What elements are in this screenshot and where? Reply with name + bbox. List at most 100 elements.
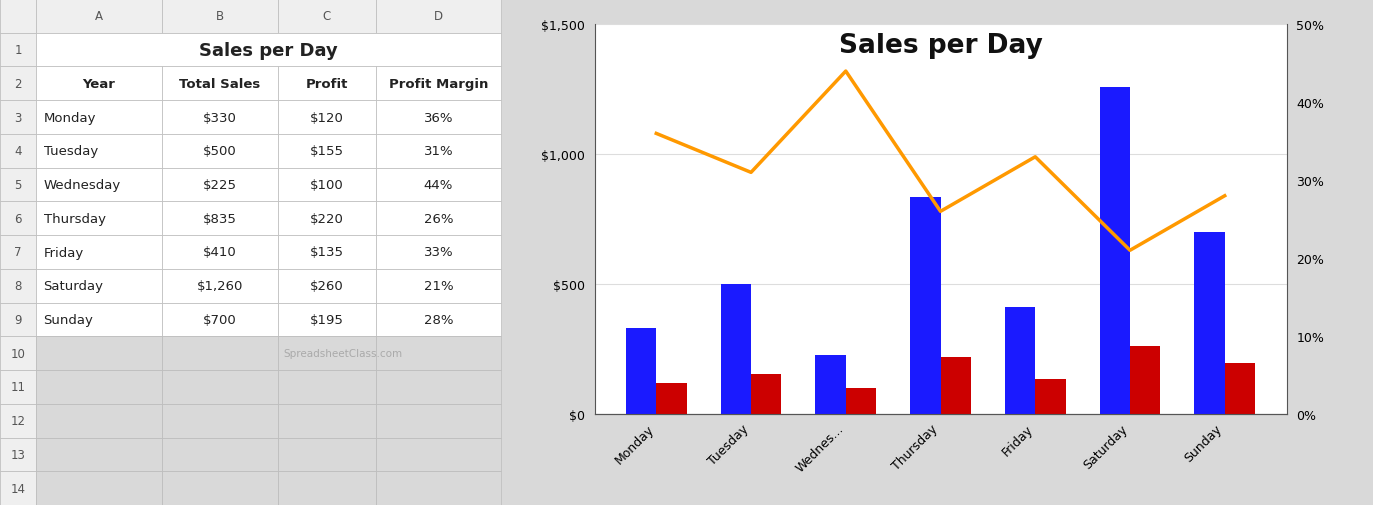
Text: 11: 11 bbox=[11, 381, 26, 394]
Text: 31%: 31% bbox=[423, 145, 453, 158]
Bar bbox=[1005, 308, 1035, 414]
Text: 14: 14 bbox=[11, 482, 26, 495]
Bar bbox=[1100, 87, 1130, 414]
Bar bbox=[376, 438, 501, 471]
Text: 21%: 21% bbox=[423, 280, 453, 293]
Bar bbox=[162, 236, 277, 269]
Bar bbox=[816, 356, 846, 414]
Bar bbox=[0, 101, 36, 135]
Bar bbox=[36, 438, 162, 471]
Text: 3: 3 bbox=[14, 111, 22, 124]
Text: Saturday: Saturday bbox=[44, 280, 103, 293]
Text: Sales per Day: Sales per Day bbox=[199, 41, 338, 60]
Text: $330: $330 bbox=[203, 111, 236, 124]
Text: $1,260: $1,260 bbox=[196, 280, 243, 293]
Text: $100: $100 bbox=[310, 179, 343, 192]
Bar bbox=[277, 168, 376, 202]
Bar bbox=[36, 337, 162, 370]
Text: Profit: Profit bbox=[306, 78, 347, 91]
Bar bbox=[1225, 364, 1255, 414]
Bar bbox=[36, 471, 162, 505]
Bar bbox=[376, 202, 501, 236]
Text: $135: $135 bbox=[310, 246, 343, 259]
Bar bbox=[0, 34, 36, 67]
Text: Monday: Monday bbox=[44, 111, 96, 124]
Bar bbox=[751, 374, 781, 414]
Bar bbox=[36, 34, 501, 67]
Bar bbox=[0, 404, 36, 438]
Bar bbox=[0, 168, 36, 202]
Bar bbox=[277, 337, 376, 370]
Bar bbox=[1035, 379, 1065, 414]
Bar bbox=[162, 438, 277, 471]
Text: Total Sales: Total Sales bbox=[178, 78, 261, 91]
Bar bbox=[162, 0, 277, 34]
Text: C: C bbox=[323, 10, 331, 23]
Bar bbox=[0, 202, 36, 236]
Text: 8: 8 bbox=[14, 280, 22, 293]
Bar bbox=[656, 383, 686, 414]
Bar bbox=[1195, 233, 1225, 414]
Bar bbox=[162, 34, 277, 67]
Bar bbox=[910, 197, 941, 414]
Text: 44%: 44% bbox=[424, 179, 453, 192]
Text: 6: 6 bbox=[14, 212, 22, 225]
Bar bbox=[376, 101, 501, 135]
Bar bbox=[846, 388, 876, 414]
Bar bbox=[376, 370, 501, 404]
Bar bbox=[162, 404, 277, 438]
Bar bbox=[36, 34, 162, 67]
Text: Sunday: Sunday bbox=[44, 313, 93, 326]
Bar bbox=[0, 269, 36, 303]
Bar bbox=[277, 101, 376, 135]
Bar bbox=[0, 337, 36, 370]
Text: 33%: 33% bbox=[423, 246, 453, 259]
Bar bbox=[277, 370, 376, 404]
Bar bbox=[376, 471, 501, 505]
Bar bbox=[1130, 347, 1160, 414]
Bar bbox=[162, 67, 277, 101]
Text: 5: 5 bbox=[14, 179, 22, 192]
Bar bbox=[0, 438, 36, 471]
Bar bbox=[0, 370, 36, 404]
Bar bbox=[626, 329, 656, 414]
Bar bbox=[277, 202, 376, 236]
Text: $220: $220 bbox=[310, 212, 343, 225]
Text: 13: 13 bbox=[11, 448, 26, 461]
Bar bbox=[277, 438, 376, 471]
Text: $120: $120 bbox=[310, 111, 343, 124]
Text: Friday: Friday bbox=[44, 246, 84, 259]
Bar bbox=[376, 34, 501, 67]
Bar bbox=[36, 135, 162, 168]
Bar bbox=[36, 269, 162, 303]
Text: $225: $225 bbox=[203, 179, 236, 192]
Bar bbox=[376, 303, 501, 337]
Bar bbox=[376, 236, 501, 269]
Bar bbox=[277, 34, 376, 67]
Text: 7: 7 bbox=[14, 246, 22, 259]
Bar bbox=[36, 168, 162, 202]
Text: $260: $260 bbox=[310, 280, 343, 293]
Bar bbox=[277, 67, 376, 101]
Bar bbox=[0, 471, 36, 505]
Bar bbox=[0, 303, 36, 337]
Text: Profit Margin: Profit Margin bbox=[389, 78, 487, 91]
Bar bbox=[36, 101, 162, 135]
Bar bbox=[36, 236, 162, 269]
Bar bbox=[376, 404, 501, 438]
Bar bbox=[162, 471, 277, 505]
Text: Tuesday: Tuesday bbox=[44, 145, 97, 158]
Bar bbox=[0, 135, 36, 168]
Text: 2: 2 bbox=[14, 78, 22, 91]
Text: $155: $155 bbox=[310, 145, 343, 158]
Bar bbox=[277, 404, 376, 438]
Text: 1: 1 bbox=[14, 44, 22, 57]
Bar bbox=[162, 269, 277, 303]
Bar bbox=[36, 202, 162, 236]
Bar bbox=[162, 337, 277, 370]
Bar bbox=[0, 236, 36, 269]
Bar bbox=[162, 135, 277, 168]
Bar bbox=[376, 337, 501, 370]
Bar bbox=[0, 67, 36, 101]
Bar bbox=[162, 168, 277, 202]
